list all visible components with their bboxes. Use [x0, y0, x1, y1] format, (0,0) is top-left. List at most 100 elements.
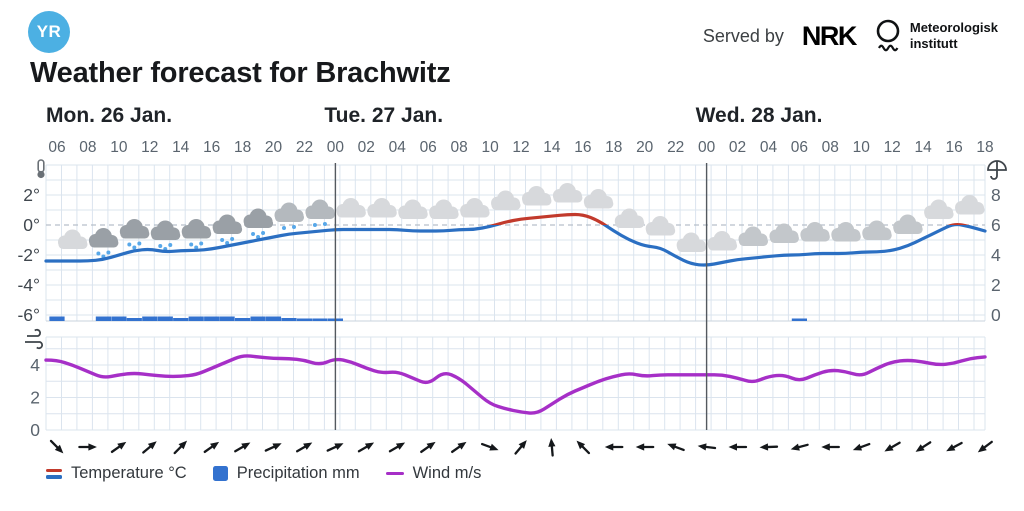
- wind-direction-arrow: [977, 440, 993, 453]
- weather-icon-snow: [243, 208, 274, 239]
- wind-direction-arrow: [576, 440, 591, 455]
- wind-axis: 4 2 0: [25, 328, 44, 440]
- hour-tick-label: 10: [481, 139, 499, 156]
- weather-icon-cloudy: [614, 208, 645, 228]
- hour-tick-label: 22: [296, 139, 313, 156]
- legend-temperature: Temperature °C: [46, 464, 187, 483]
- weather-icon-cloudy: [336, 198, 366, 218]
- wind-direction-arrow: [697, 443, 717, 451]
- yr-logo[interactable]: YR: [28, 11, 70, 53]
- weather-icon-cloudy: [955, 195, 985, 215]
- wind-direction-arrow: [884, 441, 901, 452]
- weather-icon-cloudy: [707, 231, 738, 251]
- weather-icon-cloudy-med: [738, 226, 769, 246]
- weather-icon-snow: [212, 214, 243, 245]
- wind-direction-arrow: [514, 440, 527, 455]
- yr-logo-text: YR: [36, 22, 62, 41]
- precipitation-bar: [296, 318, 313, 321]
- precipitation-bar: [281, 318, 297, 321]
- wind-line: [44, 354, 987, 415]
- temp-tick-label: -4°: [17, 275, 40, 295]
- hour-tick-label: 12: [884, 139, 901, 156]
- legend-wind: Wind m/s: [385, 464, 481, 483]
- met-institute-label: Meteorologisk institutt: [909, 20, 998, 51]
- weather-icon-snow-light: [305, 199, 335, 227]
- wind-tick-label: 2: [30, 388, 40, 408]
- precipitation-bar: [312, 318, 328, 321]
- hour-tick-label: 04: [760, 139, 778, 156]
- hour-tick-label: 08: [79, 139, 96, 156]
- wind-direction-arrow: [326, 443, 344, 452]
- hour-tick-label: 16: [574, 139, 591, 156]
- temp-tick-label: 0°: [23, 215, 40, 235]
- wind-direction-arrow: [388, 442, 406, 453]
- weather-icon-snow: [119, 219, 150, 250]
- wind-legend-icon: [385, 471, 404, 476]
- weather-icon-cloudy: [583, 189, 614, 209]
- wind-direction-arrow: [110, 441, 127, 454]
- precipitation-bar: [204, 316, 220, 321]
- weather-icon-cloudy-med: [831, 222, 861, 242]
- weather-icon-cloudy-med: [862, 220, 892, 240]
- hour-tick-label: 04: [389, 139, 407, 156]
- hour-tick-label: 10: [853, 139, 871, 156]
- precipitation-bar: [142, 316, 158, 321]
- hour-tick-label: 18: [976, 139, 993, 156]
- legend: Temperature °C Precipitation mm Wind m/s: [46, 464, 481, 483]
- wind-direction-arrow: [450, 441, 467, 454]
- nrk-logo[interactable]: NRK: [801, 20, 858, 51]
- hour-axis-labels: 06 08 10 12 14 16 18 20 22 00 02 04 06 08 10 12 14 16 18 20…: [48, 139, 993, 156]
- weather-icon-cloudy: [491, 190, 521, 210]
- hour-tick-label: 10: [110, 139, 128, 156]
- wind-direction-arrow: [759, 443, 779, 451]
- wind-direction-arrow: [295, 442, 313, 453]
- wind-direction-arrow: [915, 441, 932, 452]
- hour-tick-label: 00: [327, 139, 345, 156]
- wind-direction-arrow: [173, 440, 188, 455]
- wind-direction-arrow: [728, 443, 748, 451]
- precipitation-bar: [126, 318, 142, 321]
- wind-tick-label: 4: [30, 355, 40, 375]
- hour-tick-label: 16: [203, 139, 220, 156]
- temperature-line: [44, 212, 987, 267]
- precipitation-bar: [235, 318, 251, 321]
- weather-icons-row: [57, 183, 985, 259]
- wind-direction-arrow: [635, 443, 655, 451]
- temp-tick-label: 2°: [23, 185, 40, 205]
- weather-icon-cloudy-med: [769, 223, 799, 243]
- hour-tick-label: 06: [48, 139, 65, 156]
- hour-tick-label: 18: [605, 139, 622, 156]
- precip-tick-label: 0: [991, 305, 1001, 325]
- precipitation-bar: [250, 316, 266, 321]
- day-label: Tue. 27 Jan.: [324, 104, 443, 127]
- temp-tick-label: -2°: [17, 245, 40, 265]
- umbrella-icon: [987, 160, 1007, 180]
- hour-tick-label: 06: [420, 139, 437, 156]
- legend-precipitation-label: Precipitation mm: [236, 464, 360, 482]
- temp-tick-label: -6°: [17, 305, 40, 325]
- weather-icon-cloudy: [429, 199, 459, 219]
- served-by-block: Served by NRK Meteorologisk institutt: [703, 16, 998, 56]
- hour-tick-label: 16: [945, 139, 962, 156]
- precip-tick-label: 8: [991, 185, 1001, 205]
- precipitation-bar: [95, 316, 111, 321]
- day-label: Wed. 28 Jan.: [696, 104, 823, 127]
- precipitation-bar: [188, 316, 204, 321]
- hour-tick-label: 12: [512, 139, 529, 156]
- weather-icon-snow: [150, 220, 181, 251]
- wind-direction-arrow: [790, 443, 809, 451]
- wind-direction-arrow: [420, 441, 436, 454]
- weather-icon-snow: [181, 219, 212, 250]
- met-institute-logo[interactable]: Meteorologisk institutt: [874, 18, 998, 54]
- day-labels: Mon. 26 Jan. Tue. 27 Jan. Wed. 28 Jan.: [46, 104, 822, 127]
- weather-icon-cloudy: [676, 232, 707, 252]
- wind-direction-arrow: [821, 443, 840, 451]
- wind-direction-arrow: [357, 442, 375, 453]
- hour-tick-label: 14: [914, 139, 932, 156]
- served-by-label: Served by: [702, 25, 784, 46]
- day-label: Mon. 26 Jan.: [46, 104, 172, 127]
- precip-axis: 8 6 4 2 0: [987, 160, 1007, 325]
- wind-direction-arrow: [604, 443, 624, 451]
- wind-direction-arrow: [234, 442, 251, 453]
